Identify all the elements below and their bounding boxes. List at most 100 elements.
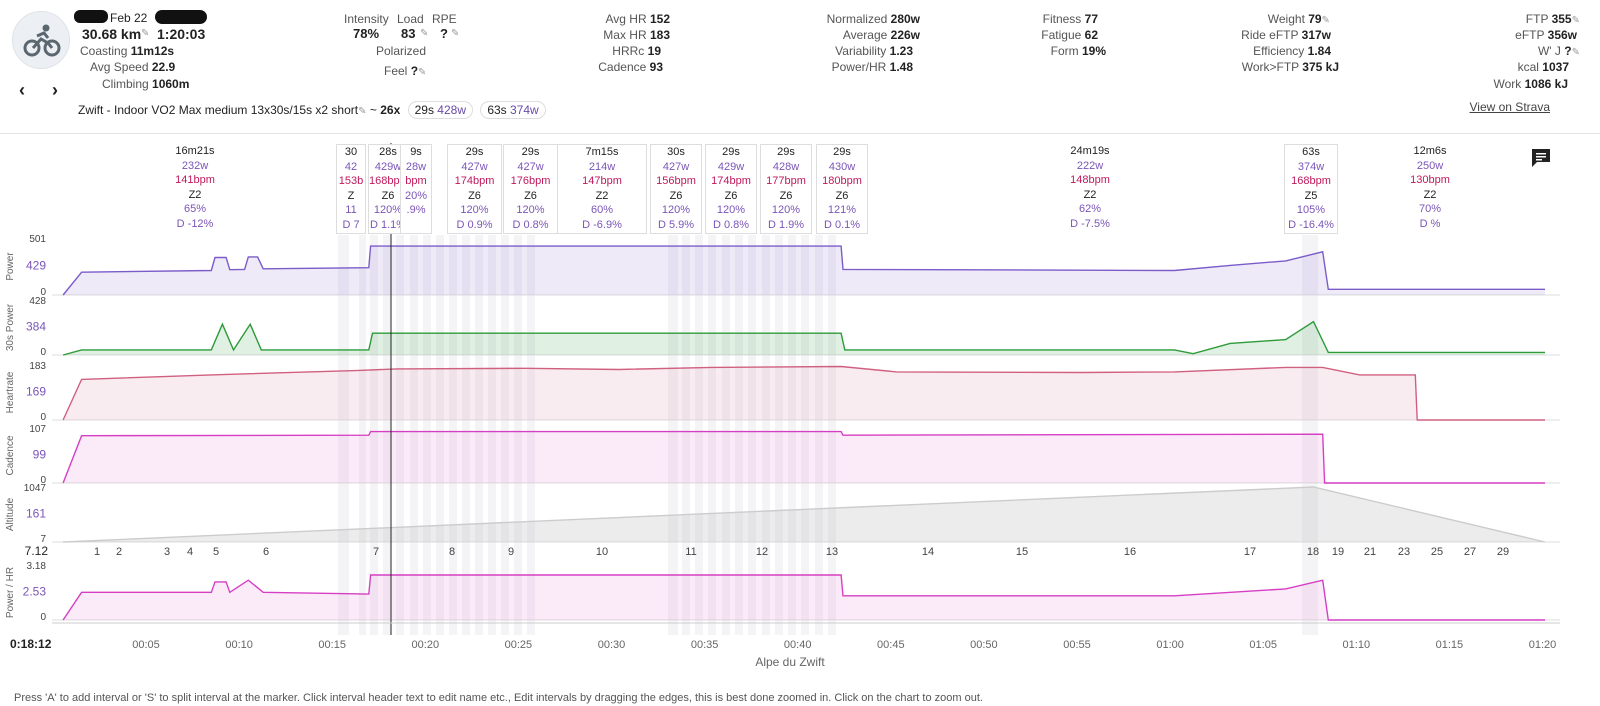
series-line-hr — [62, 365, 1545, 421]
weight-label: Weight — [1267, 12, 1305, 26]
y-tick-label: 107 — [29, 424, 46, 435]
interval-d: D -6.9% — [582, 218, 622, 231]
interval-header[interactable]: 29s 429w 174bpm Z6 120% D 0.8% — [705, 144, 757, 234]
x-tick-label: 00:05 — [132, 639, 160, 651]
kcal-value: 1037 — [1542, 60, 1569, 74]
interval-pct: 20% — [404, 189, 428, 202]
y-tick-label: 3.18 — [27, 561, 47, 572]
edit-pencil-icon[interactable]: ✎ — [141, 28, 150, 39]
y-tick-label: 7 — [40, 534, 46, 545]
interval-l: 29s — [465, 146, 484, 158]
segment-label: 25 — [1431, 546, 1443, 558]
interval-z: Z6 — [669, 189, 683, 202]
prev-button[interactable]: ‹ — [19, 80, 25, 100]
interval-band — [475, 235, 483, 635]
edit-pencil-icon[interactable]: ✎ — [1571, 47, 1580, 58]
next-button[interactable]: › — [52, 80, 58, 100]
cycling-icon — [12, 11, 70, 69]
interval-l: 29s — [521, 146, 540, 158]
edit-pencil-icon[interactable]: ✎ — [358, 106, 367, 117]
interval-pill[interactable]: 63s 374w — [480, 101, 546, 119]
series-area — [63, 431, 1546, 483]
interval-header[interactable]: 12m6s 250w 130bpm Z2 70% D % — [1360, 144, 1500, 234]
y-tick-label: 169 — [26, 385, 46, 399]
interval-band — [722, 235, 730, 635]
hrrc-value: 19 — [647, 44, 661, 58]
interval-l: 7m15s — [585, 146, 619, 158]
interval-header[interactable]: 63s 374w 168bpm Z5 105% D -16.4% — [1284, 144, 1338, 234]
y-tick-label: 2.53 — [23, 585, 47, 599]
interval-hr: 174bpm — [454, 175, 495, 187]
interval-header[interactable]: 9s 28w bpm 20% .9% — [400, 144, 432, 234]
average-value: 226w — [890, 28, 920, 42]
view-on-strava-link[interactable]: View on Strava — [1469, 100, 1551, 114]
interval-pill[interactable]: 29s 428w — [407, 101, 473, 119]
tilde-label: ~ — [369, 103, 377, 117]
interval-hr: 174bpm — [711, 175, 751, 187]
max-hr-value: 183 — [649, 28, 670, 42]
coasting-label: Coasting — [80, 44, 128, 58]
interval-z: Z6 — [724, 189, 738, 202]
interval-header[interactable]: 16m21s 232w 141bpm Z2 65% D -12% — [120, 144, 270, 234]
panel-label: Power / HR — [5, 567, 16, 618]
interval-z: Z5 — [1304, 189, 1318, 202]
edit-pencil-icon[interactable]: ✎ — [1321, 15, 1330, 26]
interval-w: 222w — [1076, 159, 1104, 172]
interval-hr: 130bpm — [1410, 174, 1450, 186]
interval-w: 427w — [461, 160, 488, 173]
interval-pct: 65% — [183, 203, 207, 215]
interval-header[interactable]: 29s 430w 180bpm Z6 121% D 0.1% — [816, 144, 868, 234]
interval-l: 24m19s — [1070, 145, 1110, 157]
interval-w: 42 — [344, 160, 358, 173]
climbing-label: Climbing — [102, 77, 149, 91]
interval-header[interactable]: 29s 427w 176bpm Z6 120% D 0.8% — [503, 144, 558, 234]
pill-time: 63s — [487, 103, 507, 117]
interval-pct: 62% — [1078, 203, 1102, 215]
interval-band — [527, 235, 535, 635]
interval-band — [383, 235, 391, 635]
x-tick-label: 00:20 — [412, 639, 440, 651]
interval-z: Z6 — [835, 189, 849, 202]
interval-header[interactable]: 30s 427w 156bpm Z6 120% D 5.9% — [650, 144, 702, 234]
segment-label: 18 — [1307, 546, 1319, 558]
feel-label: Feel — [384, 64, 408, 78]
interval-band — [449, 235, 457, 635]
rpe-value[interactable]: ? — [440, 26, 448, 41]
interval-z: Z — [347, 189, 355, 202]
interval-header[interactable]: 29s 428w 177bpm Z6 120% D 1.9% — [760, 144, 812, 234]
interval-header[interactable]: 30 42 153b Z 11 D 7 — [336, 144, 366, 234]
edit-pencil-icon[interactable]: ✎ — [420, 28, 429, 39]
kcal-label: kcal — [1517, 60, 1539, 74]
interval-hr: 168bpm — [1291, 175, 1331, 187]
x-tick-label: 00:35 — [691, 639, 719, 651]
interval-header[interactable]: 29s 427w 174bpm Z6 120% D 0.9% — [447, 144, 502, 234]
series-line-alt — [63, 486, 1546, 543]
edit-pencil-icon[interactable]: ✎ — [1571, 15, 1580, 26]
comment-icon[interactable] — [1530, 147, 1552, 172]
polarized-label: Polarized — [376, 44, 427, 58]
interval-band — [410, 235, 418, 635]
interval-header[interactable]: 24m19s 222w 148bpm Z2 62% D -7.5% — [990, 144, 1190, 234]
interval-hr: 180bpm — [822, 175, 862, 187]
max-hr-label: Max HR — [603, 28, 647, 42]
wj-value: ? — [1564, 44, 1572, 58]
interval-w: 427w — [517, 160, 544, 173]
work-ftp-label: Work>FTP — [1241, 60, 1299, 74]
edit-pencil-icon[interactable]: ✎ — [418, 67, 427, 78]
interval-band — [828, 235, 836, 635]
edit-pencil-icon[interactable]: ✎ — [451, 28, 460, 39]
activity-title[interactable]: Zwift - Indoor VO2 Max medium 13x30s/15s… — [78, 103, 359, 117]
interval-z: Z6 — [468, 189, 481, 202]
y-tick-label: 0 — [40, 612, 46, 623]
activity-chart[interactable]: 16m21s 232w 141bpm Z2 65% D -12% 30 42 153b Z 11 D … — [0, 135, 1600, 675]
work-label: Work — [1493, 77, 1522, 91]
x-tick-label: 01:00 — [1156, 639, 1184, 651]
interval-hr: 156bpm — [656, 175, 696, 187]
interval-z: Z2 — [595, 189, 609, 202]
interval-z: Z2 — [1083, 188, 1097, 201]
interval-header[interactable]: 7m15s 214w 147bpm Z2 60% D -6.9% — [557, 144, 647, 234]
feel-value[interactable]: ? — [410, 64, 419, 78]
ride-eftp-label: Ride eFTP — [1241, 28, 1299, 42]
interval-d: D 0.8% — [512, 218, 549, 231]
